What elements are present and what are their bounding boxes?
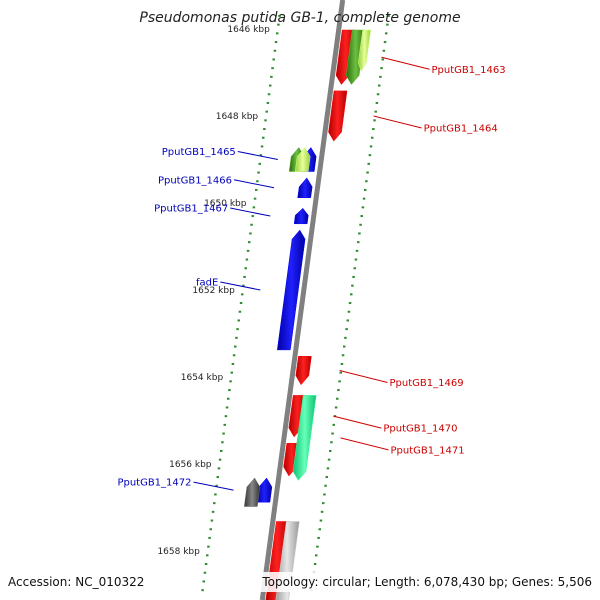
label-leader (340, 437, 389, 451)
reverse-scale-ticks (201, 14, 281, 592)
kbp-label: 1650 kbp (204, 199, 247, 209)
gene-arrow[interactable] (244, 477, 261, 507)
gene-label[interactable]: PputGB1_1469 (390, 378, 464, 389)
gene-arrow[interactable] (295, 356, 312, 386)
label-leader (220, 281, 261, 291)
label-leader (373, 115, 422, 129)
label-leader (230, 207, 271, 217)
footer-summary-background (258, 572, 594, 592)
gene-arrow[interactable] (358, 29, 371, 73)
gene-features (244, 29, 371, 600)
gene-label[interactable]: PputGB1_1464 (424, 124, 498, 135)
forward-scale-ticks (310, 14, 390, 592)
gene-label[interactable]: PputGB1_1467 (154, 204, 228, 215)
label-leader (381, 56, 430, 70)
gene-arrow[interactable] (256, 477, 273, 503)
accession-text: Accession: NC_010322 (8, 575, 144, 589)
kbp-labels: 1646 kbp 1648 kbp 1650 kbp 1652 kbp 1654 kbp… (157, 25, 270, 557)
gene-arrow[interactable] (277, 229, 306, 351)
gene-arrow[interactable] (294, 147, 311, 172)
gene-labels: PputGB1_1463 PputGB1_1464 PputGB1_1465 Pput… (117, 65, 505, 489)
gene-label[interactable]: PputGB1_1466 (158, 175, 232, 186)
genome-summary-text: Topology: circular; Length: 6,078,430 bp… (261, 575, 592, 589)
gene-label[interactable]: PputGB1_1465 (162, 147, 236, 158)
gene-label[interactable]: PputGB1_1470 (383, 424, 457, 435)
gene-label[interactable]: fadE (196, 278, 218, 289)
label-leader (193, 481, 234, 491)
gene-label[interactable]: PputGB1_1472 (117, 478, 191, 489)
gene-label[interactable]: PputGB1_1471 (391, 445, 465, 456)
kbp-label: 1648 kbp (216, 112, 259, 122)
label-leader (333, 415, 382, 429)
gene-arrow[interactable] (328, 90, 348, 142)
gene-arrow[interactable] (297, 177, 313, 198)
label-leader (237, 151, 278, 160)
label-leader-lines (193, 56, 430, 491)
genome-title: Pseudomonas putida GB-1, complete genome (139, 10, 460, 26)
genome-backbone (259, 0, 346, 600)
kbp-label: 1652 kbp (192, 286, 235, 296)
kbp-label: 1646 kbp (227, 25, 270, 35)
gene-arrow[interactable] (292, 395, 317, 481)
gene-arrow[interactable] (293, 207, 309, 225)
kbp-label: 1656 kbp (169, 460, 212, 470)
kbp-label: 1658 kbp (157, 547, 200, 557)
label-leader (233, 179, 275, 189)
kbp-label: 1654 kbp (181, 373, 224, 383)
gene-label[interactable]: PputGB1_1463 (432, 65, 506, 76)
label-leader (339, 369, 388, 383)
